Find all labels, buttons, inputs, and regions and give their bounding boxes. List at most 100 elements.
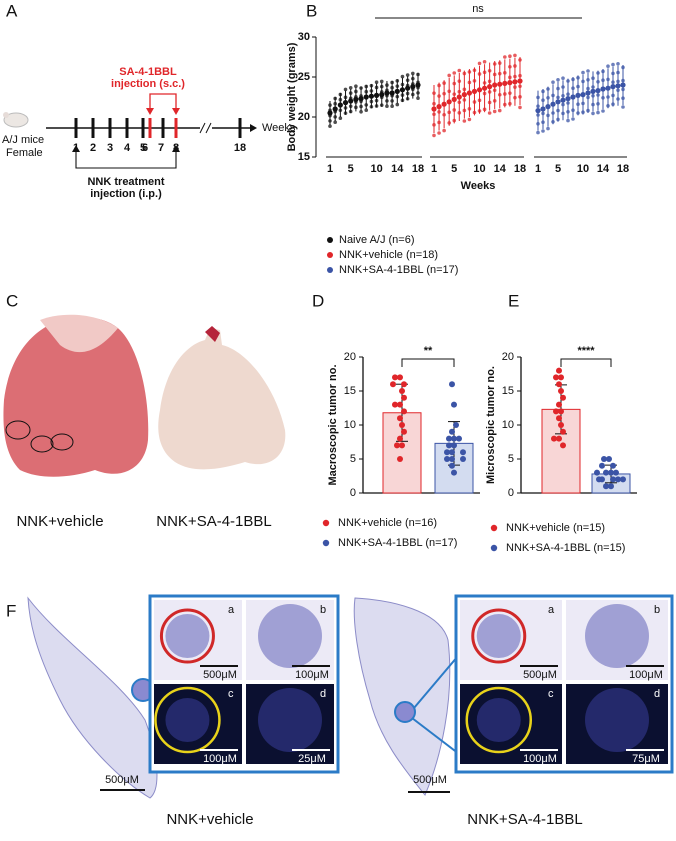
data-dot-spread — [437, 94, 441, 98]
significance: **** — [577, 345, 595, 357]
data-dot-spread — [508, 75, 512, 80]
data-dot-spread — [390, 80, 394, 85]
data-dot-spread — [457, 111, 462, 115]
inset-label: d — [654, 688, 660, 700]
x-tick-label: 18 — [617, 163, 629, 175]
data-point — [558, 408, 564, 415]
micrograph-lesion — [165, 698, 210, 742]
panel-label: F — [6, 601, 16, 620]
data-dot-spread — [457, 79, 462, 83]
data-point — [553, 374, 559, 381]
data-point — [601, 456, 607, 462]
data-dot-spread — [343, 111, 348, 115]
data-dot-spread — [487, 79, 492, 84]
significance-bracket — [560, 358, 612, 367]
legend-swatch — [322, 519, 330, 527]
data-dot-spread — [405, 78, 410, 83]
data-dot-spread — [338, 108, 343, 113]
data-dot-spread — [561, 76, 565, 80]
data-dot-spread — [556, 78, 560, 82]
mean-point — [384, 90, 390, 96]
scale-text: 100μM — [629, 669, 663, 681]
mean-point — [471, 88, 478, 94]
data-dot-spread — [586, 95, 590, 100]
data-dot-spread — [432, 112, 436, 117]
data-dot-spread — [541, 120, 545, 124]
data-dot-spread — [437, 110, 441, 114]
data-dot-spread — [343, 106, 348, 110]
data-point — [444, 456, 450, 462]
data-dot-spread — [591, 111, 595, 116]
mean-point — [337, 102, 343, 108]
data-dot-spread — [503, 71, 507, 75]
sex-label: Female — [6, 147, 43, 159]
lung-photo — [40, 314, 118, 353]
data-point — [608, 469, 614, 476]
inset-label: a — [228, 604, 235, 616]
data-dot-spread — [616, 62, 620, 66]
data-point — [551, 435, 557, 442]
y-tick-label: 20 — [502, 351, 514, 363]
mean-point — [353, 96, 359, 102]
data-dot-spread — [503, 92, 507, 96]
mean-point — [540, 106, 546, 112]
data-dot-spread — [487, 68, 492, 73]
data-point — [456, 435, 462, 442]
y-tick-label: 30 — [298, 31, 310, 43]
data-dot-spread — [462, 108, 467, 113]
data-dot-spread — [328, 119, 332, 123]
data-dot-spread — [492, 72, 497, 77]
data-dot-spread — [472, 110, 477, 115]
timeline: A/J mice Female 1234567818 Weeks SA-4-1B… — [2, 66, 296, 200]
data-dot-spread — [571, 117, 575, 121]
data-dot-spread — [437, 120, 441, 125]
zoom-circle — [394, 701, 416, 723]
data-dot-spread — [405, 91, 410, 96]
data-dot-spread — [611, 62, 615, 67]
data-dot-spread — [611, 80, 615, 84]
x-tick-label: 5 — [555, 163, 561, 175]
data-point — [397, 401, 403, 408]
data-point — [392, 401, 398, 408]
mean-point — [535, 108, 541, 114]
data-point — [449, 462, 455, 469]
x-tick-label: 10 — [370, 163, 382, 175]
data-dot-spread — [472, 79, 477, 83]
legend-swatch — [490, 524, 498, 532]
mean-point — [342, 100, 349, 106]
data-dot-spread — [442, 128, 446, 133]
data-dot-spread — [591, 76, 595, 80]
highlight-circle — [154, 686, 221, 754]
axis-label: Weeks — [262, 122, 296, 134]
data-dot-spread — [601, 109, 605, 113]
data-dot-spread — [571, 77, 575, 82]
data-dot-spread — [379, 79, 384, 84]
data-dot-spread — [487, 90, 492, 94]
data-dot-spread — [369, 83, 374, 88]
data-dot-spread — [606, 77, 610, 82]
data-dot-spread — [536, 95, 540, 100]
data-dot-spread — [447, 89, 451, 94]
data-dot-spread — [611, 102, 615, 106]
data-point — [401, 394, 407, 401]
data-dot-spread — [442, 112, 446, 117]
data-point — [401, 428, 407, 435]
data-dot-spread — [566, 118, 570, 123]
data-dot-spread — [462, 71, 467, 76]
data-dot-spread — [566, 92, 570, 96]
data-dot-spread — [492, 88, 497, 93]
data-dot-spread — [487, 111, 492, 115]
data-dot-spread — [513, 95, 517, 100]
axis-break — [205, 122, 212, 134]
legend-label: NNK+vehicle (n=16) — [338, 517, 437, 529]
mean-point — [332, 106, 338, 112]
highlight-circle — [159, 608, 215, 664]
data-dot-spread — [492, 99, 497, 103]
scale-text: 500μM — [105, 774, 139, 786]
data-point — [610, 462, 616, 469]
data-point — [449, 449, 455, 456]
x-axis-label: Weeks — [461, 180, 496, 192]
mean-point — [497, 81, 503, 87]
data-point — [397, 456, 403, 462]
